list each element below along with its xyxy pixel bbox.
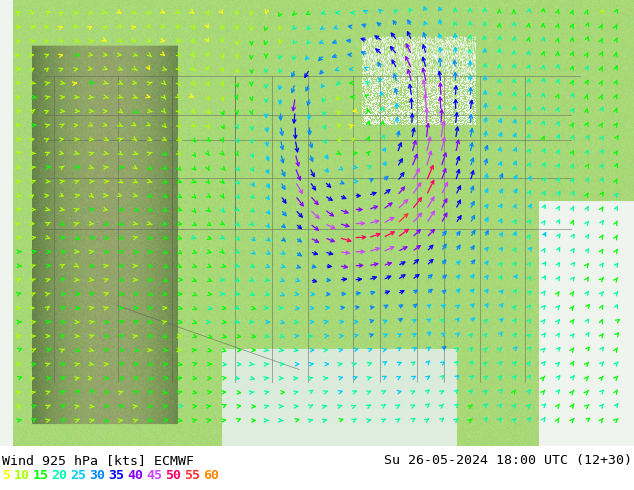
Text: 35: 35 — [108, 469, 124, 483]
Text: 15: 15 — [32, 469, 48, 483]
Text: 20: 20 — [51, 469, 67, 483]
Text: 60: 60 — [204, 469, 219, 483]
Text: 50: 50 — [165, 469, 181, 483]
Text: 25: 25 — [70, 469, 86, 483]
Text: 30: 30 — [89, 469, 105, 483]
Text: 5: 5 — [2, 469, 10, 483]
Text: 10: 10 — [13, 469, 30, 483]
Text: Su 26-05-2024 18:00 UTC (12+30): Su 26-05-2024 18:00 UTC (12+30) — [384, 454, 632, 467]
Text: 45: 45 — [146, 469, 162, 483]
Text: Wind 925 hPa [kts] ECMWF: Wind 925 hPa [kts] ECMWF — [2, 454, 194, 467]
Text: 40: 40 — [127, 469, 143, 483]
Text: 55: 55 — [184, 469, 200, 483]
